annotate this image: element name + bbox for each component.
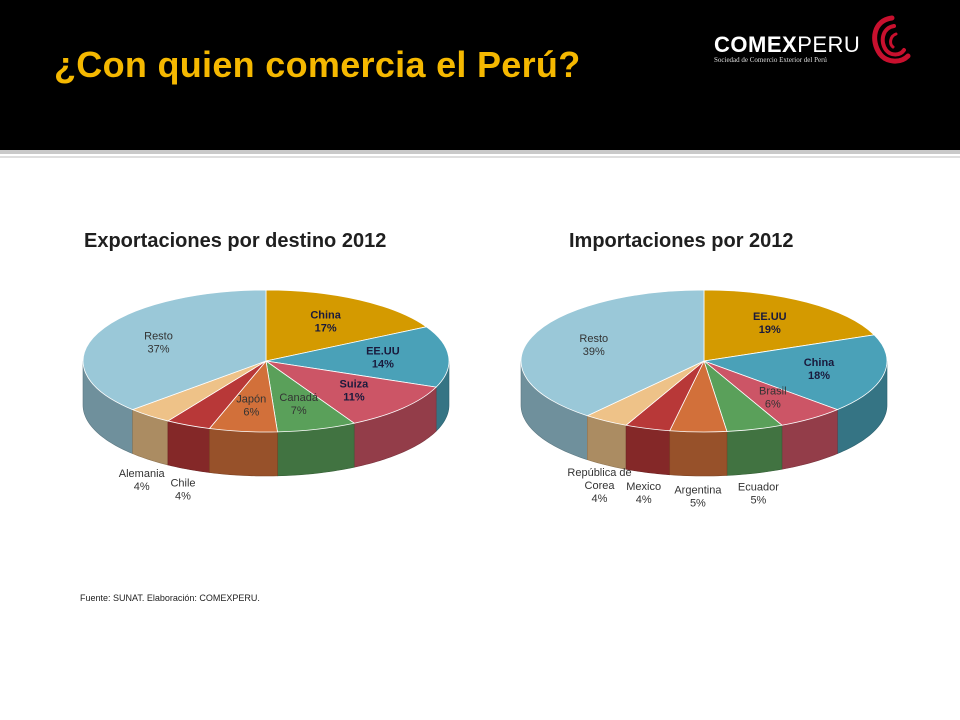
slice-name-label: China xyxy=(310,309,341,321)
slice-value-label: 4% xyxy=(134,481,150,493)
logo-name-bold: COMEX xyxy=(714,32,798,57)
slice-value-label: 6% xyxy=(243,407,259,419)
slice-name-label: EE.UU xyxy=(753,311,787,323)
slice-value-label: 37% xyxy=(147,344,169,356)
imports-slice-side-ecuador xyxy=(726,424,783,476)
slice-value-label: 4% xyxy=(175,491,191,503)
slice-name-label: Japón xyxy=(236,394,266,406)
source-note: Fuente: SUNAT. Elaboración: COMEXPERU. xyxy=(80,593,260,603)
exports-slice-resto xyxy=(82,289,267,411)
header-rule-thin xyxy=(0,156,960,158)
slice-value-label: 17% xyxy=(315,322,337,334)
slice-name-label: Resto xyxy=(579,333,608,345)
comexperu-logo: COMEXPERU Sociedad de Comercio Exterior … xyxy=(708,14,918,74)
header-rule xyxy=(0,150,960,154)
slice-value-label: 39% xyxy=(583,346,605,358)
exports-pie-chart: China17%EE.UU14%Suiza11%Canadá7%Japón6%C… xyxy=(82,289,450,503)
slice-name-label: China xyxy=(804,357,835,369)
exports-slice-side-chile xyxy=(167,420,210,473)
exports-slice-suiza xyxy=(265,360,438,424)
imports-chart-title: Importaciones por 2012 xyxy=(569,230,794,252)
slide-header: ¿Con quien comercia el Perú? COMEXPERU S… xyxy=(0,0,960,150)
logo-wordmark: COMEXPERU xyxy=(714,32,860,58)
imports-slice-china xyxy=(703,334,888,411)
exports-slice-side-japon xyxy=(209,428,278,477)
slice-value-label: 7% xyxy=(291,405,307,417)
slice-name-label: Mexico xyxy=(626,481,661,493)
slice-name-label: Ecuador xyxy=(738,482,779,494)
slice-name-label: Argentina xyxy=(674,485,722,497)
slice-value-label: 5% xyxy=(750,495,766,507)
slice-name-label: Chile xyxy=(170,478,195,490)
slice-value-label: 19% xyxy=(759,324,781,336)
slice-name-label: Brasil xyxy=(759,385,787,397)
logo-name-light: PERU xyxy=(797,32,861,57)
imports-slice-ee-uu xyxy=(703,289,876,362)
slice-name-label: Alemania xyxy=(119,468,166,480)
slice-value-label: 11% xyxy=(343,392,365,404)
logo-swirl-icon xyxy=(872,15,911,64)
slice-name-label: Suiza xyxy=(340,379,370,391)
exports-chart-title: Exportaciones por destino 2012 xyxy=(84,230,387,252)
imports-pie-chart: EE.UU19%China18%Brasil6%Ecuador5%Argenti… xyxy=(520,289,888,510)
slice-value-label: 14% xyxy=(372,359,394,371)
exports-slice-china xyxy=(265,289,428,362)
slice-name-label: Canadá xyxy=(279,392,318,404)
slice-value-label: 18% xyxy=(808,370,830,382)
slice-value-label: 6% xyxy=(765,398,781,410)
imports-slice-side-argentina xyxy=(669,430,728,477)
slice-name-label: Corea xyxy=(585,480,616,492)
exports-slice-ee-uu xyxy=(265,326,450,388)
slice-name-label: EE.UU xyxy=(366,346,400,358)
slice-name-label: Resto xyxy=(144,331,173,343)
slide-title: ¿Con quien comercia el Perú? xyxy=(54,44,581,85)
logo-tagline: Sociedad de Comercio Exterior del Perú xyxy=(714,56,827,64)
imports-slice-resto xyxy=(520,289,705,417)
slice-value-label: 4% xyxy=(592,493,608,505)
slice-value-label: 5% xyxy=(690,498,706,510)
imports-slice-side-mexico xyxy=(625,424,671,476)
slice-value-label: 4% xyxy=(636,494,652,506)
slice-name-label: República de xyxy=(567,467,631,479)
